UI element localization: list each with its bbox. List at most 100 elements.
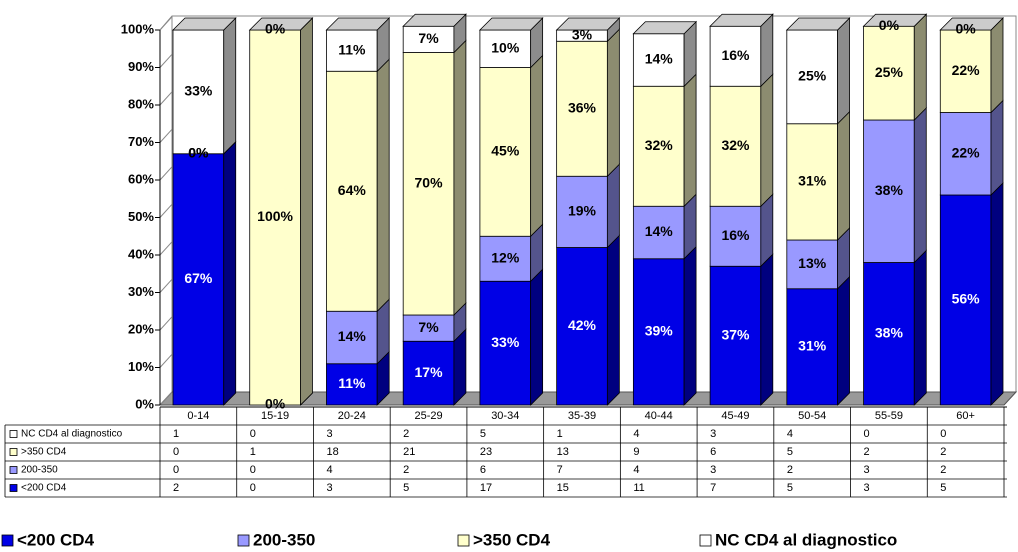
bar-side [223, 140, 237, 406]
bar-segment [632, 33, 685, 87]
bar-side [606, 234, 620, 406]
y-tick-label: 50% [128, 209, 154, 224]
bar-segment [786, 123, 838, 241]
data-label: 17% [415, 364, 444, 380]
table-cell: 2 [864, 446, 870, 458]
table-row-label: >350 CD4 [21, 447, 67, 458]
table-cell: 3 [864, 464, 870, 476]
table-row-label: <200 CD4 [21, 483, 67, 494]
y-tick-label: 100% [121, 21, 155, 36]
bar-top [402, 13, 467, 27]
legend-label: <200 CD4 [17, 530, 95, 549]
x-tick-label: 0-14 [187, 410, 209, 422]
table-cell: 5 [940, 482, 946, 494]
data-label: 32% [645, 137, 674, 153]
y-tick-label: 90% [128, 59, 154, 74]
data-label: 36% [568, 99, 597, 115]
table-cell: 3 [326, 428, 332, 440]
data-label: 37% [721, 326, 750, 342]
bar-segment [556, 247, 608, 406]
bar-top [248, 17, 314, 31]
legend-swatch [9, 448, 18, 456]
table-cell: 0 [940, 428, 946, 440]
x-tick-label: 50-54 [798, 410, 826, 422]
bar-top [555, 17, 621, 31]
data-label: 25% [798, 68, 827, 84]
x-tick-label: 40-44 [645, 410, 673, 422]
data-label: 7% [418, 30, 439, 46]
table-cell: 2 [403, 428, 409, 440]
table-cell: 4 [326, 464, 332, 476]
table-cell: 11 [633, 482, 644, 494]
table-cell: 0 [173, 464, 179, 476]
legend-label: >350 CD4 [473, 530, 551, 549]
bar-segment [863, 25, 915, 121]
bar-side [606, 28, 620, 178]
grid-line [159, 316, 173, 331]
bar-side [760, 193, 774, 268]
table-cell: 2 [940, 446, 946, 458]
bar-side [683, 73, 697, 208]
bar-side [606, 163, 620, 249]
table-cell: 2 [787, 464, 793, 476]
bar-side [990, 99, 1004, 196]
grid-line [159, 16, 173, 31]
x-tick-label: 45-49 [721, 410, 749, 422]
grid-line [159, 53, 173, 68]
bar-segment [786, 239, 838, 290]
bar-side [530, 54, 544, 238]
bar-side [223, 17, 237, 155]
data-label: 13% [798, 255, 827, 271]
bar-segment [479, 280, 532, 406]
data-label: 14% [645, 223, 674, 239]
x-tick-label: 15-19 [261, 410, 289, 422]
table-cell: 7 [710, 482, 716, 494]
table-cell: 4 [633, 464, 639, 476]
data-label: 38% [875, 182, 904, 198]
y-tick-label: 10% [128, 359, 154, 374]
data-label: 32% [721, 137, 750, 153]
table-cell: 15 [557, 482, 569, 494]
data-label: 22% [952, 144, 981, 160]
table-row-label: 200-350 [21, 465, 58, 476]
data-label: 67% [184, 270, 213, 286]
data-label: 0% [265, 396, 286, 412]
table-cell: 1 [557, 428, 563, 440]
table-cell: 5 [787, 482, 793, 494]
bar-segment [249, 29, 301, 406]
y-tick-label: 40% [128, 246, 154, 261]
table-cell: 2 [173, 482, 179, 494]
y-tick-label: 60% [128, 171, 154, 186]
data-label: 64% [338, 182, 367, 198]
bar-segment [556, 175, 608, 248]
table-cell: 9 [633, 446, 639, 458]
bar-top [325, 17, 391, 31]
table-cell: 4 [633, 428, 639, 440]
data-label: 0% [188, 144, 209, 160]
table-cell: 3 [326, 482, 332, 494]
bar-segment [172, 29, 225, 155]
x-tick-label: 55-59 [875, 410, 903, 422]
legend-swatch [699, 534, 712, 547]
legend-swatch [237, 534, 250, 547]
table-cell: 4 [787, 428, 793, 440]
grid-line [159, 203, 173, 218]
table-cell: 1 [173, 428, 179, 440]
table-cell: 13 [557, 446, 569, 458]
bar-segment [632, 205, 685, 260]
legend-swatch [9, 466, 18, 474]
bar-segment [326, 363, 378, 406]
bar-side [760, 73, 774, 208]
data-label: 31% [798, 173, 827, 189]
table-row-label: NC CD4 al diagnostico [21, 429, 123, 440]
table-cell: 18 [326, 446, 338, 458]
bar-side [837, 17, 850, 125]
bar-side [913, 107, 927, 264]
grid-line [159, 91, 173, 106]
bar-side [453, 328, 467, 406]
bar-segment [863, 119, 915, 263]
bar-side [760, 13, 774, 88]
grid-line [159, 353, 173, 368]
table-cell: 2 [940, 464, 946, 476]
y-tick-label: 20% [128, 321, 154, 336]
